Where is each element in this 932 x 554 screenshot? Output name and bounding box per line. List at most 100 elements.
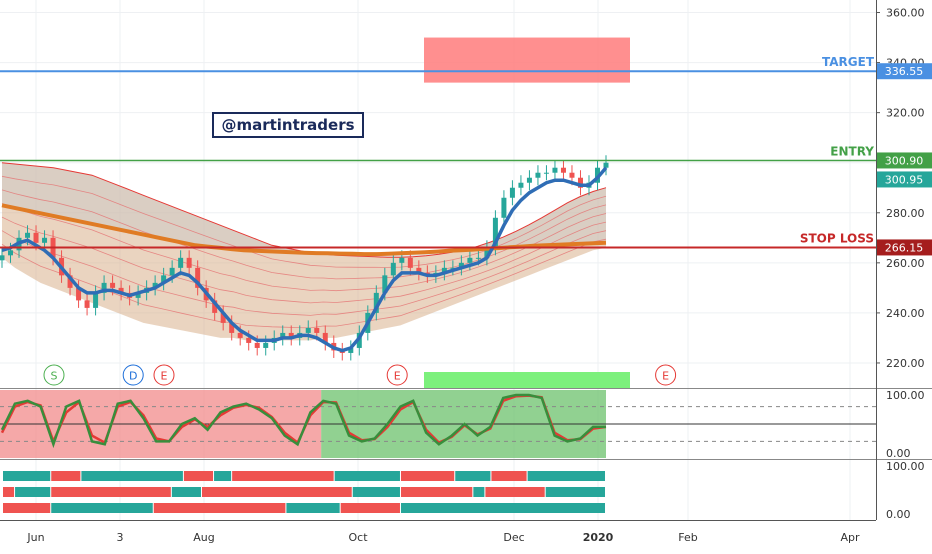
candle-body [535, 172, 541, 178]
trend-segment [214, 471, 232, 481]
stop-axis-value: 266.15 [885, 241, 924, 254]
event-letter: S [51, 370, 58, 383]
trend-segment [183, 471, 214, 481]
candle-body [101, 282, 107, 293]
target-axis-tag [877, 63, 932, 80]
candle-body [93, 292, 99, 308]
trend-segment [51, 503, 153, 513]
time-tick-label: 2020 [583, 531, 614, 544]
trend-segment [334, 471, 400, 481]
candle-body [280, 332, 286, 338]
event-marker [122, 364, 144, 386]
price-tick-label: 240.00 [886, 307, 925, 320]
candle-body [42, 237, 48, 243]
candle-body [348, 347, 354, 353]
trend-segment [545, 487, 605, 497]
candle-body [450, 267, 456, 269]
candle-body [407, 257, 413, 268]
candle-body [475, 257, 481, 259]
candle-body [552, 167, 558, 173]
candle-body [263, 342, 269, 348]
candle-body [229, 322, 235, 333]
ema-ribbon-line [1, 230, 607, 316]
price-tick-label: 220.00 [886, 357, 925, 370]
candle-body [212, 300, 218, 313]
trend-segment [81, 471, 183, 481]
candle-body [526, 177, 532, 183]
target-zone [424, 37, 630, 83]
ema-ribbon-line [1, 175, 607, 268]
trend-segment [51, 487, 171, 497]
candle-body [603, 162, 609, 168]
candle-body [484, 247, 490, 258]
time-tick-label: Feb [678, 531, 697, 544]
candle-body [169, 267, 175, 276]
event-letter: D [129, 370, 137, 383]
last-axis-value: 300.95 [885, 173, 924, 186]
candle-body [33, 232, 39, 243]
candle-body [76, 287, 82, 301]
time-tick-label: Aug [193, 531, 214, 544]
candle-body [135, 292, 141, 298]
trend-segment [473, 487, 485, 497]
candle-body [314, 327, 320, 333]
candle-body [501, 197, 507, 218]
trend-segment [400, 487, 473, 497]
ema-ribbon-fill [2, 162, 606, 341]
event-marker [655, 364, 677, 386]
trend-segment [352, 487, 400, 497]
candle-body [152, 282, 158, 288]
candle-body [84, 300, 90, 308]
candle-body [560, 167, 566, 173]
trend-segment [51, 471, 81, 481]
candle-body [161, 275, 167, 283]
candle-body [577, 177, 583, 188]
stop-label: STOP LOSS [800, 231, 874, 245]
stop-axis-tag [877, 239, 932, 256]
last-axis-tag [877, 171, 932, 188]
candle-body [237, 332, 243, 338]
candle-body [288, 332, 294, 338]
candle-body [178, 257, 184, 268]
trend-segment [171, 487, 201, 497]
candle-body [25, 232, 31, 238]
event-letter: E [394, 370, 401, 383]
candle-body [305, 327, 311, 333]
osc-tick-label: 0.00 [886, 447, 911, 460]
trend-segment [455, 471, 491, 481]
candle-body [569, 172, 575, 178]
hist-tick-label: 0.00 [886, 508, 911, 521]
trend-segment [340, 503, 400, 513]
target-axis-value: 336.55 [885, 65, 924, 78]
candle-body [492, 217, 498, 248]
candle-body [390, 262, 396, 276]
candle-body [110, 282, 116, 288]
candle-body [246, 337, 252, 343]
entry-zone [424, 372, 630, 388]
event-marker [153, 364, 175, 386]
candle-body [186, 257, 192, 268]
time-tick-label: Jun [26, 531, 44, 544]
watermark-label: @martintraders [212, 112, 364, 138]
trend-segment [201, 487, 352, 497]
trend-segment [232, 471, 334, 481]
candle-body [118, 287, 124, 293]
candle-body [67, 275, 73, 288]
candle-body [382, 275, 388, 293]
ema-fast-line [1, 166, 608, 353]
candle-body [467, 257, 473, 263]
candle-body [543, 172, 549, 174]
trend-segment [491, 471, 527, 481]
stoch-k-line [0, 393, 606, 449]
osc-tick-label: 100.00 [886, 389, 925, 402]
candle-body [254, 342, 260, 348]
entry-label: ENTRY [830, 144, 874, 158]
trend-segment [286, 503, 340, 513]
time-tick-label: Dec [503, 531, 524, 544]
entry-axis-value: 300.90 [885, 154, 924, 167]
candle-body [399, 257, 405, 263]
event-letter: E [161, 370, 168, 383]
ema-ribbon-line [1, 216, 607, 304]
